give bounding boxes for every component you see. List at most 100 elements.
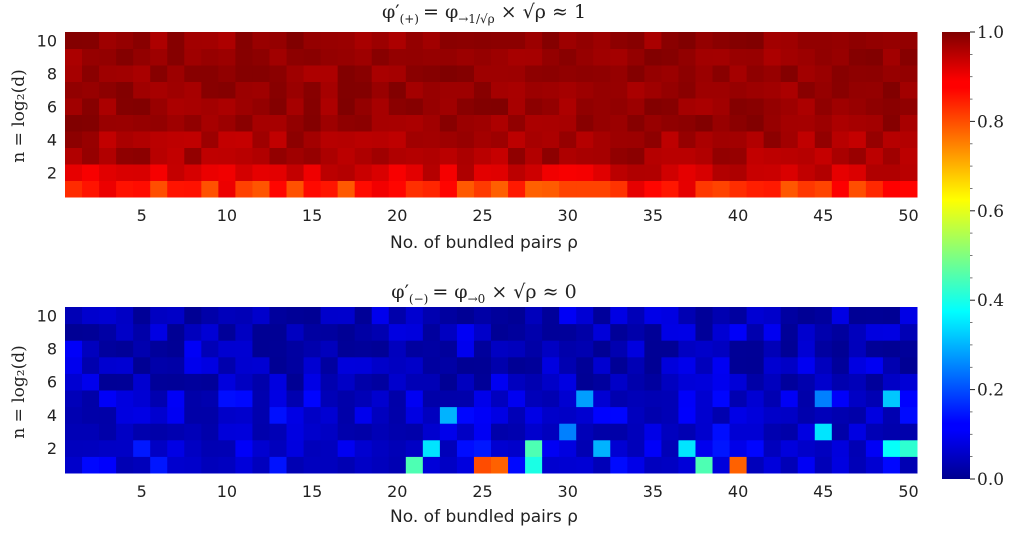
heatmap-cell <box>388 147 407 165</box>
heatmap-cell <box>831 98 850 115</box>
heatmap-cell <box>695 456 714 474</box>
heatmap-cell <box>422 406 441 424</box>
x-tick-label: 40 <box>728 206 748 225</box>
heatmap-cell <box>252 323 270 341</box>
heatmap-cell <box>405 356 424 374</box>
heatmap-cell <box>150 307 168 325</box>
heatmap-cell <box>814 114 833 132</box>
heatmap-cell <box>320 307 339 325</box>
heatmap-cell <box>695 356 714 374</box>
heatmap-cell <box>882 131 901 148</box>
heatmap-cell <box>593 340 611 358</box>
heatmap-cell <box>797 323 816 341</box>
heatmap-cell <box>252 131 270 148</box>
heatmap-cell <box>184 423 202 441</box>
heatmap-cell <box>337 81 356 99</box>
heatmap-cell <box>65 323 83 341</box>
heatmap-cell <box>848 81 867 99</box>
heatmap-cell <box>354 114 373 132</box>
heatmap-cell <box>644 390 662 408</box>
heatmap-cell <box>814 373 833 391</box>
x-tick-label: 10 <box>217 482 237 501</box>
heatmap-cell <box>286 456 305 474</box>
heatmap-cell <box>252 373 270 391</box>
heatmap-cell <box>491 456 509 474</box>
heatmap-cell <box>593 65 611 82</box>
heatmap-cell <box>65 131 83 148</box>
heatmap-cell <box>865 180 884 198</box>
colorbar-gradient <box>942 32 970 479</box>
heatmap-cell <box>559 131 577 148</box>
heatmap-cell <box>269 114 288 132</box>
heatmap-cell <box>525 65 543 82</box>
heatmap-cell <box>627 390 645 408</box>
heatmap-cell <box>320 131 339 148</box>
heatmap-cell <box>82 406 100 424</box>
heatmap-cell <box>627 65 645 82</box>
colorbar-tick-label: 0.2 <box>977 381 1004 401</box>
heatmap-cell <box>303 81 322 99</box>
heatmap-cell <box>763 406 782 424</box>
heatmap-cell <box>576 307 594 325</box>
heatmap-cell <box>848 307 867 325</box>
heatmap-cell <box>184 147 202 165</box>
heatmap-cell <box>116 423 134 441</box>
heatmap-cell <box>439 423 458 441</box>
heatmap-cell <box>82 373 100 391</box>
heatmap-cell <box>746 307 765 325</box>
heatmap-cell <box>99 373 117 391</box>
heatmap-cell <box>354 65 373 82</box>
heatmap-cell <box>848 131 867 148</box>
heatmap-cell <box>388 340 407 358</box>
heatmap-cell <box>82 180 100 198</box>
heatmap-cell <box>763 32 782 49</box>
heatmap-cell <box>678 439 696 457</box>
heatmap-cell <box>337 456 356 474</box>
heatmap-cell <box>644 423 662 441</box>
heatmap-cell <box>184 32 202 49</box>
heatmap-cell <box>99 406 117 424</box>
heatmap-cell <box>814 406 833 424</box>
heatmap-cell <box>133 114 151 132</box>
heatmap-cell <box>303 32 322 49</box>
heatmap-cell <box>899 439 918 457</box>
heatmap-cell <box>661 456 679 474</box>
heatmap-cell <box>354 48 373 66</box>
heatmap-cell <box>627 456 645 474</box>
heatmap-cell <box>508 147 526 165</box>
heatmap-cell <box>491 147 509 165</box>
heatmap-cell <box>286 164 305 181</box>
heatmap-cell <box>405 406 424 424</box>
heatmap-cell <box>559 406 577 424</box>
heatmap-cell <box>610 323 628 341</box>
heatmap-cell <box>525 32 543 49</box>
heatmap-cell <box>456 323 475 341</box>
heatmap-cell <box>252 65 270 82</box>
heatmap-cell <box>337 131 356 148</box>
heatmap-cell <box>899 114 918 132</box>
heatmap-cell <box>303 340 322 358</box>
heatmap-cell <box>780 423 799 441</box>
heatmap-cell <box>218 114 236 132</box>
heatmap-cell <box>831 180 850 198</box>
heatmap-cell <box>729 406 748 424</box>
colorbar-tick-label: 0.4 <box>977 291 1004 311</box>
heatmap-cell <box>184 131 202 148</box>
heatmap-cell <box>303 180 322 198</box>
heatmap-cell <box>882 439 901 457</box>
heatmap-cell <box>133 390 151 408</box>
heatmap-cell <box>729 81 748 99</box>
heatmap-cell <box>65 373 83 391</box>
heatmap-cell <box>678 180 696 198</box>
x-ticks-bottom: 5 10 15 20 25 30 35 40 45 50 <box>137 482 919 501</box>
heatmap-cell <box>797 406 816 424</box>
heatmap-cell <box>865 32 884 49</box>
heatmap-cell <box>286 373 305 391</box>
heatmap-cell <box>678 307 696 325</box>
heatmap-cell <box>746 147 765 165</box>
x-tick-label: 30 <box>558 482 578 501</box>
heatmap-cell <box>780 323 799 341</box>
heatmap-cell <box>899 131 918 148</box>
heatmap-cell <box>184 323 202 341</box>
